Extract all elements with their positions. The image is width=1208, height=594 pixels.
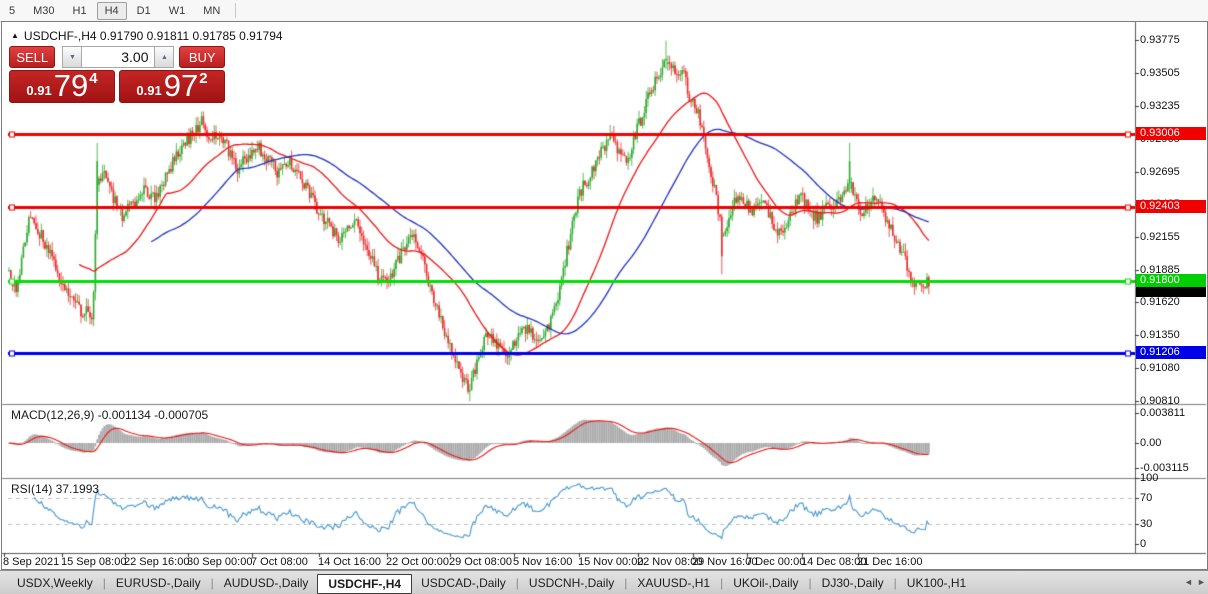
time-axis-label: 15 Sep 08:00 [61,556,127,568]
chart-tab-usdchf-h4[interactable]: USDCHF-,H4 [317,573,413,594]
time-axis-label: 7 Dec 00:00 [746,556,806,568]
time-axis-label: 14 Dec 08:00 [801,556,867,568]
volume-increase-icon[interactable]: ▲ [154,46,175,68]
tab-separator: | [893,576,897,590]
tab-separator: | [102,576,106,590]
sell-button[interactable]: SELL [9,46,56,68]
rsi-axis-label: 30 [1140,518,1153,531]
chart-title: ▲ USDCHF-,H4 0.91790 0.91811 0.91785 0.9… [11,29,283,43]
chart-tab-dj30-daily[interactable]: DJ30-,Daily [821,576,884,590]
price-axis-label: 0.92155 [1140,231,1180,244]
volume-decrease-icon[interactable]: ▼ [62,46,83,68]
chart-tab-eurusd-daily[interactable]: EURUSD-,Daily [115,576,201,590]
time-axis-label: 22 Oct 00:00 [386,556,449,568]
time-axis-label: 22 Nov 08:00 [637,556,703,568]
price-axis-label: 0.90810 [1140,395,1180,408]
price-axis-label: 0.91620 [1140,296,1180,309]
time-axis-label: 15 Nov 00:00 [578,556,644,568]
bid-price-box[interactable]: 0.91 79 4 [9,70,115,103]
chart-title-text: USDCHF-,H4 0.91790 0.91811 0.91785 0.917… [23,29,283,43]
tabs-scroll-left-icon[interactable]: ◄ [1184,577,1193,587]
chart-tab-usdcad-daily[interactable]: USDCAD-,Daily [421,576,506,590]
buy-button[interactable]: BUY [179,46,225,68]
trade-panel-row2: 0.91 79 4 0.91 97 2 [9,70,225,103]
chart-tab-usdcnh-daily[interactable]: USDCNH-,Daily [528,576,615,590]
tab-separator: | [808,576,812,590]
level-price-badge: 0.92403 [1136,200,1206,214]
rsi-axis-label: 100 [1140,472,1159,484]
bid-price-pips: 79 [53,68,89,103]
price-axis-label: 0.93235 [1140,99,1180,112]
macd-axis-label: 0.003811 [1140,406,1186,419]
level-price-badge: 0.91206 [1136,345,1206,359]
ask-price-major: 0.91 [136,83,162,98]
chart-tab-bar: USDX,Weekly | EURUSD-,Daily | AUDUSD-,Daily U… [0,570,1208,594]
time-axis-label: 30 Sep 00:00 [187,556,253,568]
time-axis-label: 22 Sep 16:00 [124,556,190,568]
level-price-badge: 0.93006 [1136,126,1206,140]
ask-price-box[interactable]: 0.91 97 2 [119,70,225,103]
volume-input[interactable] [82,46,155,68]
macd-indicator-label: MACD(12,26,9) -0.001134 -0.000705 [11,408,209,422]
rsi-axis-label: 70 [1140,491,1153,504]
time-axis-label: 29 Nov 16:00 [692,556,758,568]
collapse-panel-icon[interactable]: ▲ [11,31,19,40]
time-axis-label: 21 Dec 16:00 [857,556,923,568]
chart-tabs: USDX,Weekly | EURUSD-,Daily | AUDUSD-,Daily U… [8,573,975,594]
time-axis-label: 29 Oct 08:00 [449,556,512,568]
chart-tab-xauusd-h1[interactable]: XAUUSD-,H1 [637,576,711,590]
level-price-badge: 0.91800 [1136,273,1206,287]
ask-price-pips: 97 [163,68,199,103]
tab-separator: | [515,576,519,590]
price-axis-label: 0.91350 [1140,329,1180,342]
chart-tab-usdx-weekly[interactable]: USDX,Weekly [17,576,93,590]
volume-stepper: ▼ ▲ [62,46,175,68]
bid-price-major: 0.91 [26,83,52,98]
rsi-indicator-label: RSI(14) 37.1993 [11,482,100,496]
price-axis-label: 0.92695 [1140,165,1180,178]
rsi-axis-label: 0 [1140,538,1147,550]
one-click-trade-panel: SELL ▼ ▲ BUY 0.91 79 4 0.91 97 2 [9,46,225,103]
price-axis-label: 0.91080 [1140,362,1180,375]
price-axis-label: 0.93505 [1140,66,1180,79]
price-axis-label: 0.91885 [1140,264,1180,277]
macd-axis-label: 0.00 [1140,437,1162,449]
time-axis-label: 7 Oct 08:00 [251,556,308,568]
time-axis-label: 14 Oct 16:00 [318,556,381,568]
current-price-badge [1136,286,1206,298]
macd-axis-label: -0.003115 [1140,461,1189,474]
chart-tab-ukoil-daily[interactable]: UKOil-,Daily [733,576,799,590]
bid-price-point: 4 [89,70,98,87]
ask-price-point: 2 [199,70,208,87]
chart-tab-audusd-daily[interactable]: AUDUSD-,Daily [223,576,309,590]
price-axis-label: 0.93775 [1140,34,1180,46]
time-axis-label: 8 Sep 2021 [3,556,60,568]
trade-panel-row1: SELL ▼ ▲ BUY [9,46,225,68]
tab-separator: | [720,576,724,590]
tab-separator: | [210,576,214,590]
chart-tab-uk100-h1[interactable]: UK100-,H1 [906,576,967,590]
tab-separator: | [624,576,628,590]
tabs-scroll-right-icon[interactable]: ► [1197,577,1206,587]
time-axis-label: 5 Nov 16:00 [513,556,573,568]
